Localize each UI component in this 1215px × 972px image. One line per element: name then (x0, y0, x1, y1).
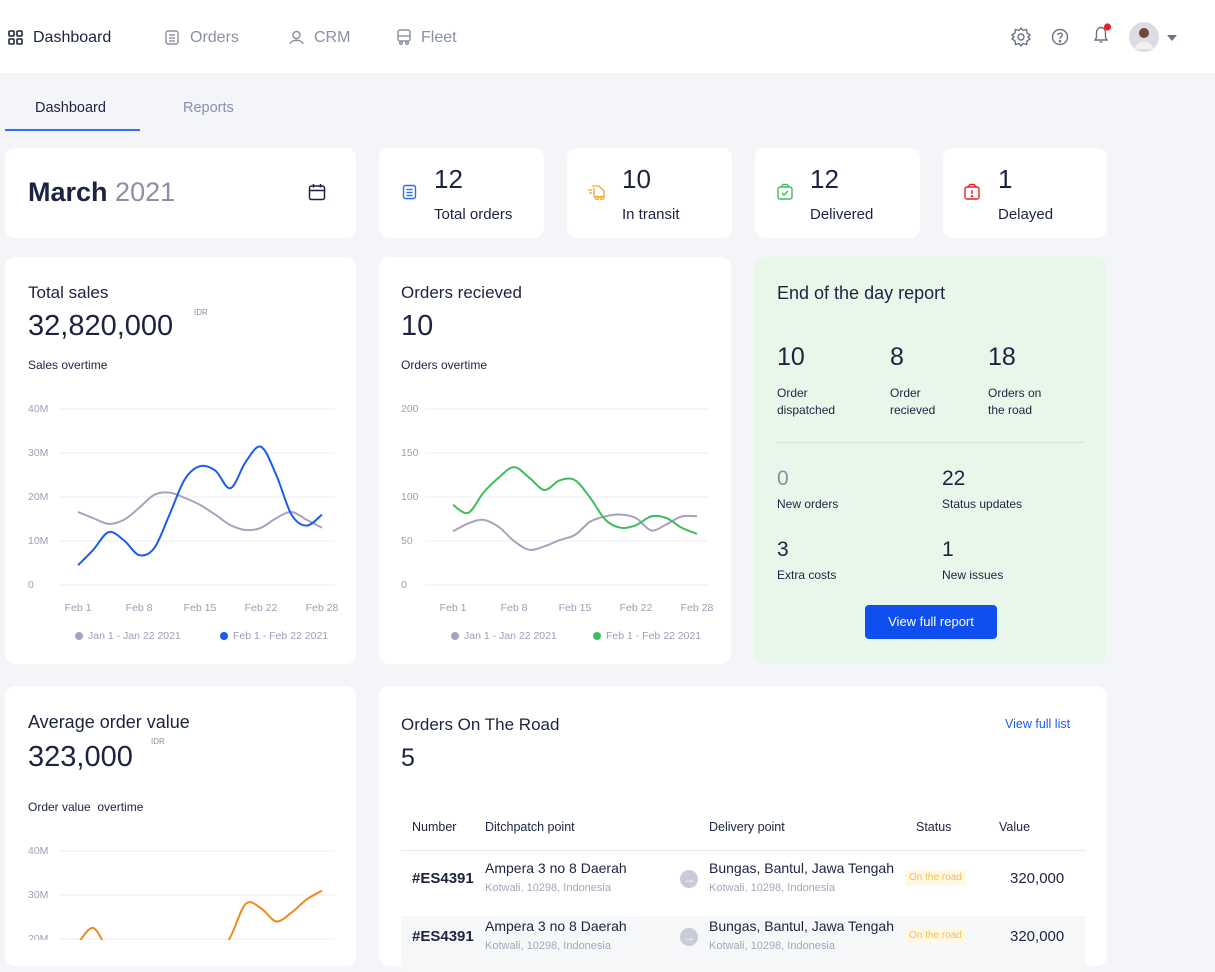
chart-title: Sales overtime (28, 358, 108, 372)
arrow-icon: → (680, 928, 698, 946)
to-point: Bungas, Bantul, Jawa Tengah (709, 860, 894, 876)
from-point: Ampera 3 no 8 Daerah (485, 918, 627, 934)
arrow-icon: → (680, 870, 698, 888)
sales-total: 32,820,000 (28, 310, 174, 342)
status-badge: On the road (905, 870, 966, 886)
unit: IDR (194, 308, 208, 317)
orders-stat-icon (402, 184, 417, 200)
road-count: 5 (401, 744, 415, 772)
report-value: 22 (942, 467, 966, 490)
view-report-button[interactable]: View full report (865, 605, 997, 639)
report-label: Orders on the road (988, 386, 1042, 417)
status-badge: On the road (905, 928, 966, 944)
report-value: 10 (777, 343, 805, 371)
stat-value: 12 (434, 164, 463, 194)
card-title: Orders On The Road (401, 715, 560, 734)
stat-label: In transit (622, 206, 680, 223)
stat-label: Delivered (810, 206, 874, 223)
card-title: Average order value (28, 712, 190, 732)
avg-order-total: 323,000 (28, 741, 133, 773)
report-value: 0 (777, 467, 789, 490)
orders-card (379, 257, 731, 664)
top-nav (0, 0, 1215, 73)
tab[interactable]: Reports (183, 100, 234, 116)
settings-icon[interactable] (1010, 26, 1032, 48)
dashboard-icon (8, 30, 23, 45)
crm-icon (289, 30, 304, 45)
month: March (28, 177, 108, 207)
calendar-icon[interactable] (308, 183, 326, 201)
report-label: Order dispatched (777, 386, 836, 417)
card-title: Total sales (28, 283, 109, 302)
from-detail: Kotwali, 10298, Indonesia (485, 940, 611, 952)
header-rule (401, 850, 1086, 851)
nav-link[interactable]: CRM (314, 29, 351, 46)
nav-link[interactable]: Dashboard (33, 29, 112, 46)
to-detail: Kotwali, 10298, Indonesia (709, 940, 835, 952)
user-avatar[interactable] (1129, 21, 1181, 53)
chart-title: Orders overtime (401, 358, 488, 372)
stat-card (943, 148, 1107, 238)
report-value: 3 (777, 538, 789, 561)
orders-total: 10 (401, 310, 434, 342)
column-header: Value (999, 820, 1031, 834)
order-number: #ES4391 (412, 870, 474, 887)
column-header: Number (412, 820, 457, 834)
delayed-stat-icon (964, 183, 980, 200)
column-header: Status (916, 820, 952, 834)
report-label: Order recieved (890, 386, 936, 417)
help-icon[interactable] (1051, 28, 1069, 46)
unit: IDR (151, 737, 165, 746)
order-number: #ES4391 (412, 928, 474, 945)
column-header: Ditchpatch point (485, 820, 575, 834)
orders-icon (165, 30, 179, 45)
report-label: New issues (942, 568, 1004, 582)
report-label: New orders (777, 497, 839, 511)
stat-label: Delayed (998, 206, 1054, 223)
chart-title: Order value overtime (28, 800, 144, 814)
report-value: 8 (890, 343, 904, 371)
nav-link[interactable]: Orders (190, 29, 239, 46)
column-header: Delivery point (709, 820, 785, 834)
view-list-link[interactable]: View full list (1005, 717, 1071, 731)
order-value: 320,000 (1010, 928, 1065, 945)
stat-label: Total orders (434, 206, 513, 223)
tab[interactable]: Dashboard (35, 100, 106, 116)
nav-link[interactable]: Fleet (421, 29, 457, 46)
period-card (5, 148, 356, 238)
stat-value: 12 (810, 164, 839, 194)
report-value: 18 (988, 343, 1016, 371)
to-point: Bungas, Bantul, Jawa Tengah (709, 918, 894, 934)
stat-value: 1 (998, 164, 1013, 194)
from-point: Ampera 3 no 8 Daerah (485, 860, 627, 876)
delivered-stat-icon (777, 183, 793, 200)
transit-stat-icon (588, 185, 605, 201)
year: 2021 (115, 177, 176, 207)
tab-underline (5, 129, 140, 131)
to-detail: Kotwali, 10298, Indonesia (709, 882, 835, 894)
card-title: Orders recieved (401, 283, 522, 302)
order-value: 320,000 (1010, 870, 1065, 887)
from-detail: Kotwali, 10298, Indonesia (485, 882, 611, 894)
fleet-icon (397, 29, 411, 45)
card-title: End of the day report (777, 283, 946, 303)
divider (777, 442, 1085, 443)
period: March 2021 (28, 176, 175, 208)
report-label: Status updates (942, 497, 1023, 511)
report-card (754, 257, 1107, 664)
notification-icon[interactable] (1090, 22, 1114, 46)
report-value: 1 (942, 538, 954, 561)
stat-value: 10 (622, 164, 651, 194)
report-label: Extra costs (777, 568, 837, 582)
